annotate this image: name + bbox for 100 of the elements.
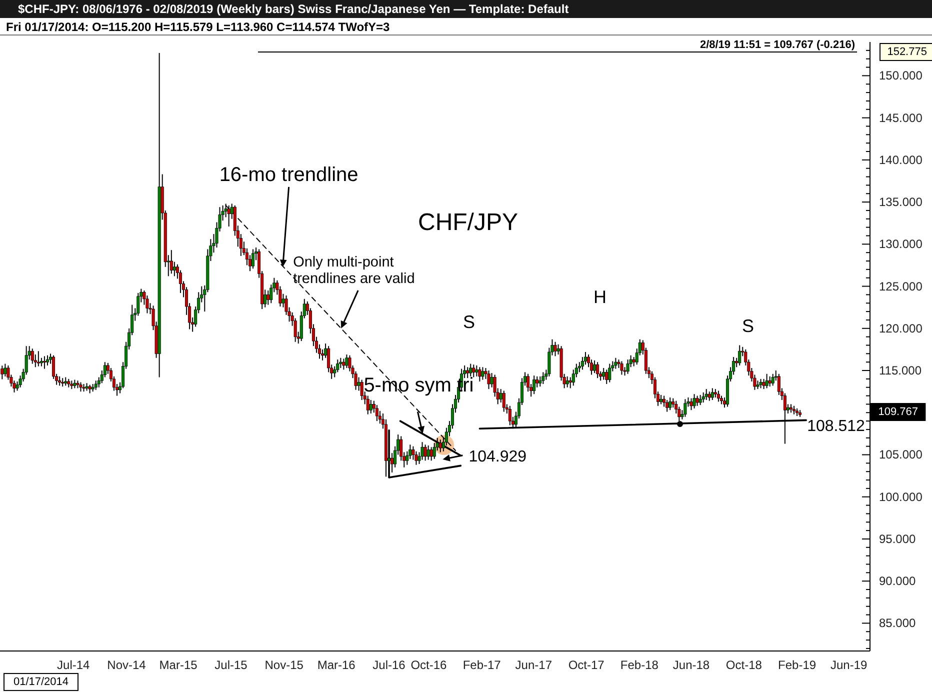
candlestick <box>438 439 442 453</box>
annotation: CHF/JPY <box>418 209 518 236</box>
candlestick <box>608 363 612 383</box>
candlestick <box>538 376 542 388</box>
text: 152.775 <box>887 46 927 58</box>
candlestick <box>765 373 768 389</box>
text: 01/17/2014 <box>13 676 69 688</box>
candlestick <box>79 382 82 392</box>
y-tick-label: 125.000 <box>879 279 923 294</box>
candlestick <box>666 399 669 412</box>
x-tick-label: Jul-14 <box>57 658 90 672</box>
y-tick-label: 130.000 <box>879 237 923 252</box>
candlestick <box>375 404 378 422</box>
candlestick <box>532 375 536 395</box>
candlestick <box>771 373 774 386</box>
candlestick <box>58 376 62 386</box>
x-tick-label: Mar-15 <box>159 658 198 672</box>
candlestick <box>668 396 672 411</box>
annotation: S <box>462 312 476 332</box>
x-tick-label: Feb-19 <box>778 658 816 672</box>
candlestick <box>502 390 506 412</box>
candlestick <box>698 394 702 406</box>
x-tick-label: Jul-16 <box>372 658 406 672</box>
candlestick <box>472 364 476 378</box>
candlestick <box>475 364 478 377</box>
x-tick-label: Oct-18 <box>726 658 762 672</box>
candlestick <box>605 369 608 384</box>
candlestick <box>566 376 569 388</box>
candlestick <box>768 376 772 388</box>
candlestick <box>710 388 714 400</box>
candlestick <box>478 366 482 382</box>
candlestick <box>696 395 699 406</box>
x-tick-label: Feb-17 <box>462 658 502 672</box>
candlestick <box>420 442 424 460</box>
x-tick-label: Oct-17 <box>568 658 605 672</box>
annotation: S <box>742 316 754 336</box>
candlestick <box>424 444 427 462</box>
annotation: 16-mo trendline <box>219 164 358 186</box>
y-tick-label: 115.000 <box>879 364 922 378</box>
candlestick <box>252 248 255 270</box>
candlestick <box>692 394 696 409</box>
candlestick <box>4 363 7 377</box>
candlestick <box>526 373 530 392</box>
x-tick-label: Jul-15 <box>214 658 248 672</box>
candlestick <box>172 261 176 277</box>
candlestick <box>336 359 340 373</box>
candlestick <box>390 452 394 473</box>
candlestick <box>704 388 708 400</box>
candlestick <box>632 356 636 367</box>
x-tick-label: Feb-18 <box>620 658 659 672</box>
annotation: 108.512 <box>807 418 866 436</box>
candlestick <box>708 391 711 402</box>
candlestick <box>469 363 472 377</box>
candlestick <box>266 290 270 306</box>
y-tick-label: 150.000 <box>879 68 923 83</box>
candlestick <box>487 370 490 390</box>
annotation: Only multi-point trendlines are valid <box>293 254 415 288</box>
y-tick-label: 100.000 <box>879 490 923 504</box>
candlestick <box>626 359 630 374</box>
candlestick <box>542 372 545 384</box>
candlestick <box>738 344 742 366</box>
candlestick <box>170 250 173 274</box>
candlestick <box>42 356 46 370</box>
candlestick <box>614 357 618 370</box>
x-tick-label: Jun-18 <box>672 658 710 672</box>
annotation: 2/8/19 11:51 = 109.767 (-0.216) <box>700 39 856 51</box>
candlestick <box>684 398 687 418</box>
annotation: 104.929 <box>468 448 527 466</box>
candlestick <box>702 392 705 404</box>
candlestick <box>369 399 372 414</box>
candlestick <box>568 376 572 389</box>
y-tick-label: 90.000 <box>879 574 916 588</box>
candlestick <box>321 348 324 361</box>
candlestick <box>366 395 370 415</box>
candlestick <box>762 378 766 390</box>
candlestick <box>481 366 484 380</box>
y-tick-label: 105.000 <box>879 448 923 462</box>
candlestick <box>426 444 430 460</box>
y-tick-label: 145.000 <box>879 110 923 125</box>
candlestick <box>36 350 40 367</box>
candlestick <box>0 365 4 380</box>
annotation: H <box>594 287 606 307</box>
x-tick-label: Jun-17 <box>515 658 552 672</box>
candlestick <box>584 351 587 366</box>
candlestick <box>620 360 624 376</box>
x-tick-label: Oct-16 <box>410 658 448 672</box>
candlestick <box>602 367 606 380</box>
x-tick-label: Mar-16 <box>317 658 356 672</box>
y-tick-label: 95.000 <box>879 532 916 546</box>
x-tick-label: Nov-15 <box>264 658 304 672</box>
candlestick <box>759 378 762 389</box>
y-tick-label: 135.000 <box>879 195 923 210</box>
text: 109.767 <box>878 406 918 418</box>
candlestick <box>339 357 342 368</box>
candlestick <box>414 450 418 466</box>
candlestick <box>30 348 34 364</box>
candlestick <box>716 390 720 402</box>
candlestick <box>536 376 539 388</box>
y-tick-label: 85.000 <box>879 616 916 630</box>
y-tick-label: 120.000 <box>879 321 923 336</box>
